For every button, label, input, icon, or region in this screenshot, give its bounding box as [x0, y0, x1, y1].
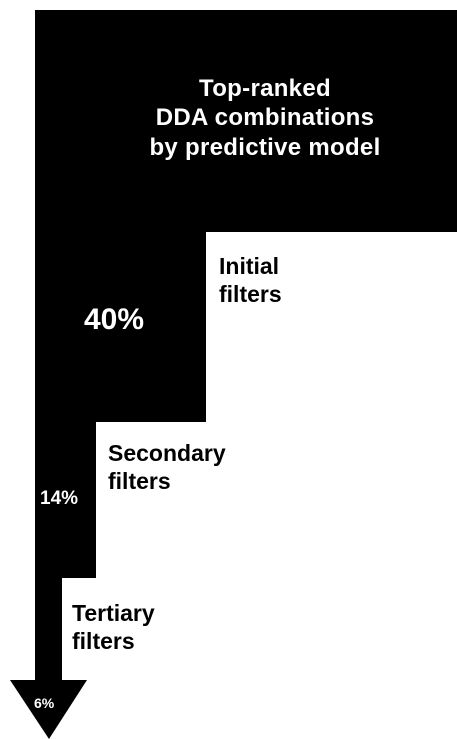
stage-tertiary-line-1: Tertiary	[72, 600, 155, 626]
title-line-2: DDA combinations	[155, 104, 375, 132]
stage-initial-line-1: Initial	[219, 253, 280, 279]
stage-tertiary-percent: 6%	[34, 695, 55, 711]
title-line-3: by predictive model	[149, 133, 381, 161]
funnel-staircase	[10, 10, 457, 739]
stage-secondary-line-2: filters	[108, 468, 171, 495]
title-text: Top-ranked DDA combinations by predictiv…	[100, 74, 430, 162]
stage-tertiary-label: Tertiary filters	[72, 599, 155, 655]
stage-initial-line-2: filters	[219, 281, 282, 308]
stage-secondary-percent: 14%	[40, 488, 79, 509]
stage-initial-label: Initial filters	[219, 252, 282, 308]
stage-tertiary-line-2: filters	[72, 628, 135, 655]
stage-secondary-label: Secondary filters	[108, 439, 226, 495]
stage-secondary-line-1: Secondary	[108, 440, 226, 466]
stage-initial-percent: 40%	[84, 303, 145, 336]
title-line-1: Top-ranked	[199, 75, 331, 102]
